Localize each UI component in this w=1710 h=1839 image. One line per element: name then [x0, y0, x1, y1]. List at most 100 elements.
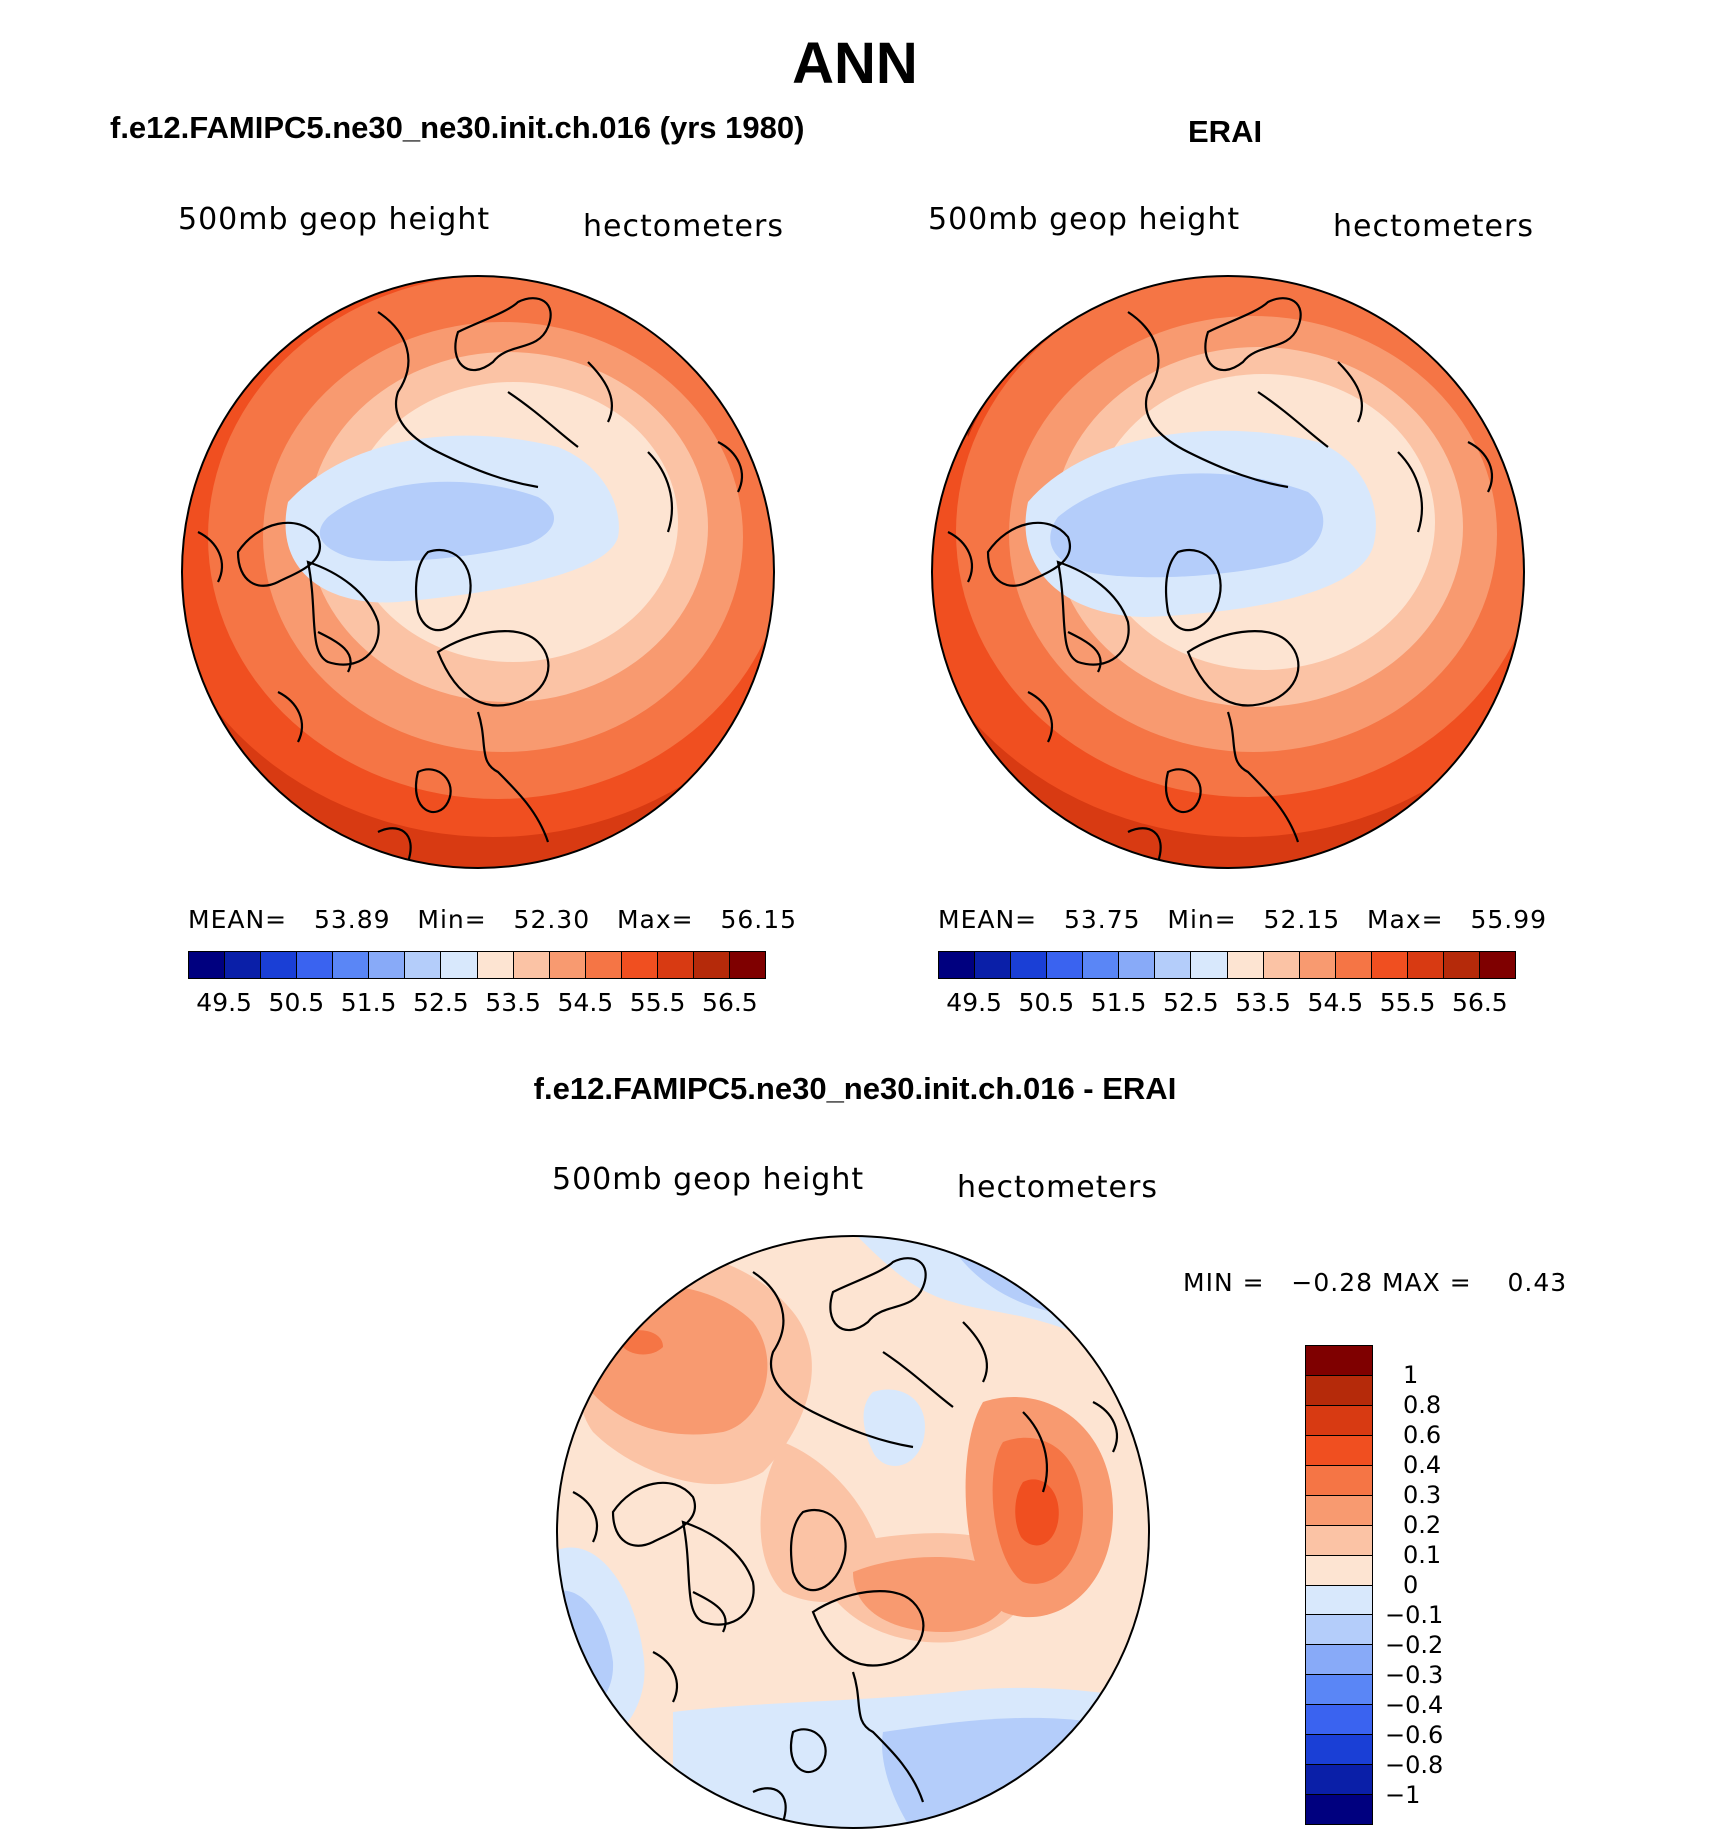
colorbar-swatch [1306, 1765, 1372, 1796]
colorbar-tick-label: 49.5 [196, 988, 252, 1017]
colorbar-swatch [1306, 1615, 1372, 1646]
mean-value: 53.75 [1063, 905, 1141, 934]
colorbar-swatch [1371, 952, 1408, 978]
colorbar-tick-label: 1 [1403, 1361, 1419, 1389]
coastlines [197, 297, 743, 863]
field-negative-south-core [882, 1717, 1149, 1828]
colorbar-swatch [1306, 1795, 1372, 1824]
field-positive-east-max [1015, 1479, 1059, 1546]
colorbar-tick-label: 0 [1403, 1571, 1419, 1599]
colorbar-swatch [975, 952, 1012, 978]
colorbar-tick-label: 0.3 [1403, 1481, 1442, 1509]
colorbar-swatch [1306, 1585, 1372, 1616]
colorbar-swatch [369, 952, 406, 978]
max-value: 0.43 [1507, 1268, 1568, 1297]
panel-1-colorbar-ticks: 49.5 50.5 51.5 52.5 53.5 54.5 55.5 56.5 [188, 988, 766, 1020]
min-label: Min= [417, 905, 487, 934]
colorbar-tick-label: 0.8 [1403, 1391, 1442, 1419]
diff-colorbar-ticks: 1 0.8 0.6 0.4 0.3 0.2 0.1 0 −0.1 −0.2 −0.3 −0.4 −0.6… [1385, 1345, 1485, 1825]
mean-label: MEAN= [188, 905, 288, 934]
colorbar-swatch [405, 952, 442, 978]
colorbar-swatch [939, 952, 976, 978]
colorbar-tick-label: 0.4 [1403, 1451, 1442, 1479]
colorbar-swatch [1299, 952, 1336, 978]
colorbar-swatch [513, 952, 550, 978]
colorbar-swatch [549, 952, 586, 978]
colorbar-swatch [1443, 952, 1480, 978]
map-border [556, 1235, 1150, 1829]
colorbar-tick-label: −0.6 [1385, 1721, 1444, 1749]
max-value: 55.99 [1470, 905, 1548, 934]
diff-min-max: MIN = −0.28 MAX = 0.43 [1183, 1268, 1567, 1297]
coastlines [572, 1257, 1118, 1823]
colorbar-swatch [621, 952, 658, 978]
coastlines [947, 297, 1493, 863]
colorbar-swatch [1306, 1346, 1372, 1376]
colorbar-tick-label: 49.5 [946, 988, 1002, 1017]
colorbar-swatch [477, 952, 514, 978]
diff-variable-label: 500mb geop height [552, 1162, 865, 1197]
min-value: −0.28 [1291, 1268, 1374, 1297]
field-positive-nw-core [623, 1330, 663, 1355]
colorbar-tick-label: 51.5 [1090, 988, 1147, 1017]
colorbar-tick-label: 55.5 [1379, 988, 1436, 1017]
colorbar-swatch [1306, 1675, 1372, 1706]
colorbar-swatch [1306, 1735, 1372, 1766]
panel-2-title: ERAI [1188, 114, 1263, 149]
map-border [931, 275, 1525, 869]
colorbar-tick-label: 53.5 [1235, 988, 1291, 1017]
max-label: MAX = [1381, 1268, 1472, 1297]
colorbar-tick-label: 50.5 [268, 988, 325, 1017]
min-label: MIN = [1183, 1268, 1265, 1297]
min-label: Min= [1167, 905, 1237, 934]
colorbar-swatch [1011, 952, 1048, 978]
map-erai-geopotential-height [931, 275, 1525, 869]
colorbar-tick-label: −0.3 [1385, 1661, 1444, 1689]
diff-panel-title: f.e12.FAMIPC5.ne30_ne30.init.ch.016 - ER… [533, 1071, 1177, 1106]
mean-label: MEAN= [938, 905, 1038, 934]
colorbar-swatch [1263, 952, 1300, 978]
min-value: 52.30 [513, 905, 591, 934]
colorbar-swatch [1306, 1645, 1372, 1676]
panel-1-stats: MEAN= 53.89 Min= 52.30 Max= 56.15 [188, 905, 797, 934]
colorbar-swatch [261, 952, 298, 978]
max-label: Max= [1366, 905, 1444, 934]
colorbar-tick-label: 55.5 [629, 988, 686, 1017]
diff-units-label: hectometers [957, 1170, 1158, 1205]
map-model-geopotential-height [181, 275, 775, 869]
field-band-52 [319, 481, 555, 562]
field-positive-se [853, 1557, 1010, 1632]
field-band-52 [1050, 473, 1324, 578]
colorbar-tick-label: 50.5 [1018, 988, 1075, 1017]
panel-2-colorbar [938, 951, 1516, 979]
colorbar-tick-label: 52.5 [413, 988, 469, 1017]
colorbar-tick-label: −0.2 [1385, 1631, 1444, 1659]
colorbar-swatch [1306, 1495, 1372, 1526]
panel-1-title: f.e12.FAMIPC5.ne30_ne30.init.ch.016 (yrs… [110, 110, 805, 145]
max-value: 56.15 [720, 905, 798, 934]
colorbar-tick-label: 52.5 [1163, 988, 1219, 1017]
colorbar-tick-label: 56.5 [702, 988, 758, 1017]
colorbar-swatch [729, 952, 765, 978]
mean-value: 53.89 [313, 905, 391, 934]
colorbar-swatch [1119, 952, 1156, 978]
colorbar-swatch [225, 952, 262, 978]
colorbar-swatch [1155, 952, 1192, 978]
panel-2-units-label: hectometers [1333, 209, 1534, 244]
colorbar-swatch [1407, 952, 1444, 978]
colorbar-tick-label: −0.8 [1385, 1751, 1444, 1779]
colorbar-tick-label: 0.2 [1403, 1511, 1442, 1539]
colorbar-swatch [1227, 952, 1264, 978]
panel-1-colorbar [188, 951, 766, 979]
map-difference-geopotential-height [556, 1235, 1150, 1829]
panel-1-variable-label: 500mb geop height [178, 202, 491, 237]
colorbar-swatch [1306, 1435, 1372, 1466]
colorbar-swatch [657, 952, 694, 978]
colorbar-tick-label: −0.1 [1385, 1601, 1444, 1629]
main-title: ANN [792, 31, 918, 96]
colorbar-swatch [1306, 1525, 1372, 1556]
colorbar-swatch [1191, 952, 1228, 978]
colorbar-swatch [297, 952, 334, 978]
min-value: 52.15 [1263, 905, 1341, 934]
colorbar-tick-label: 56.5 [1452, 988, 1508, 1017]
